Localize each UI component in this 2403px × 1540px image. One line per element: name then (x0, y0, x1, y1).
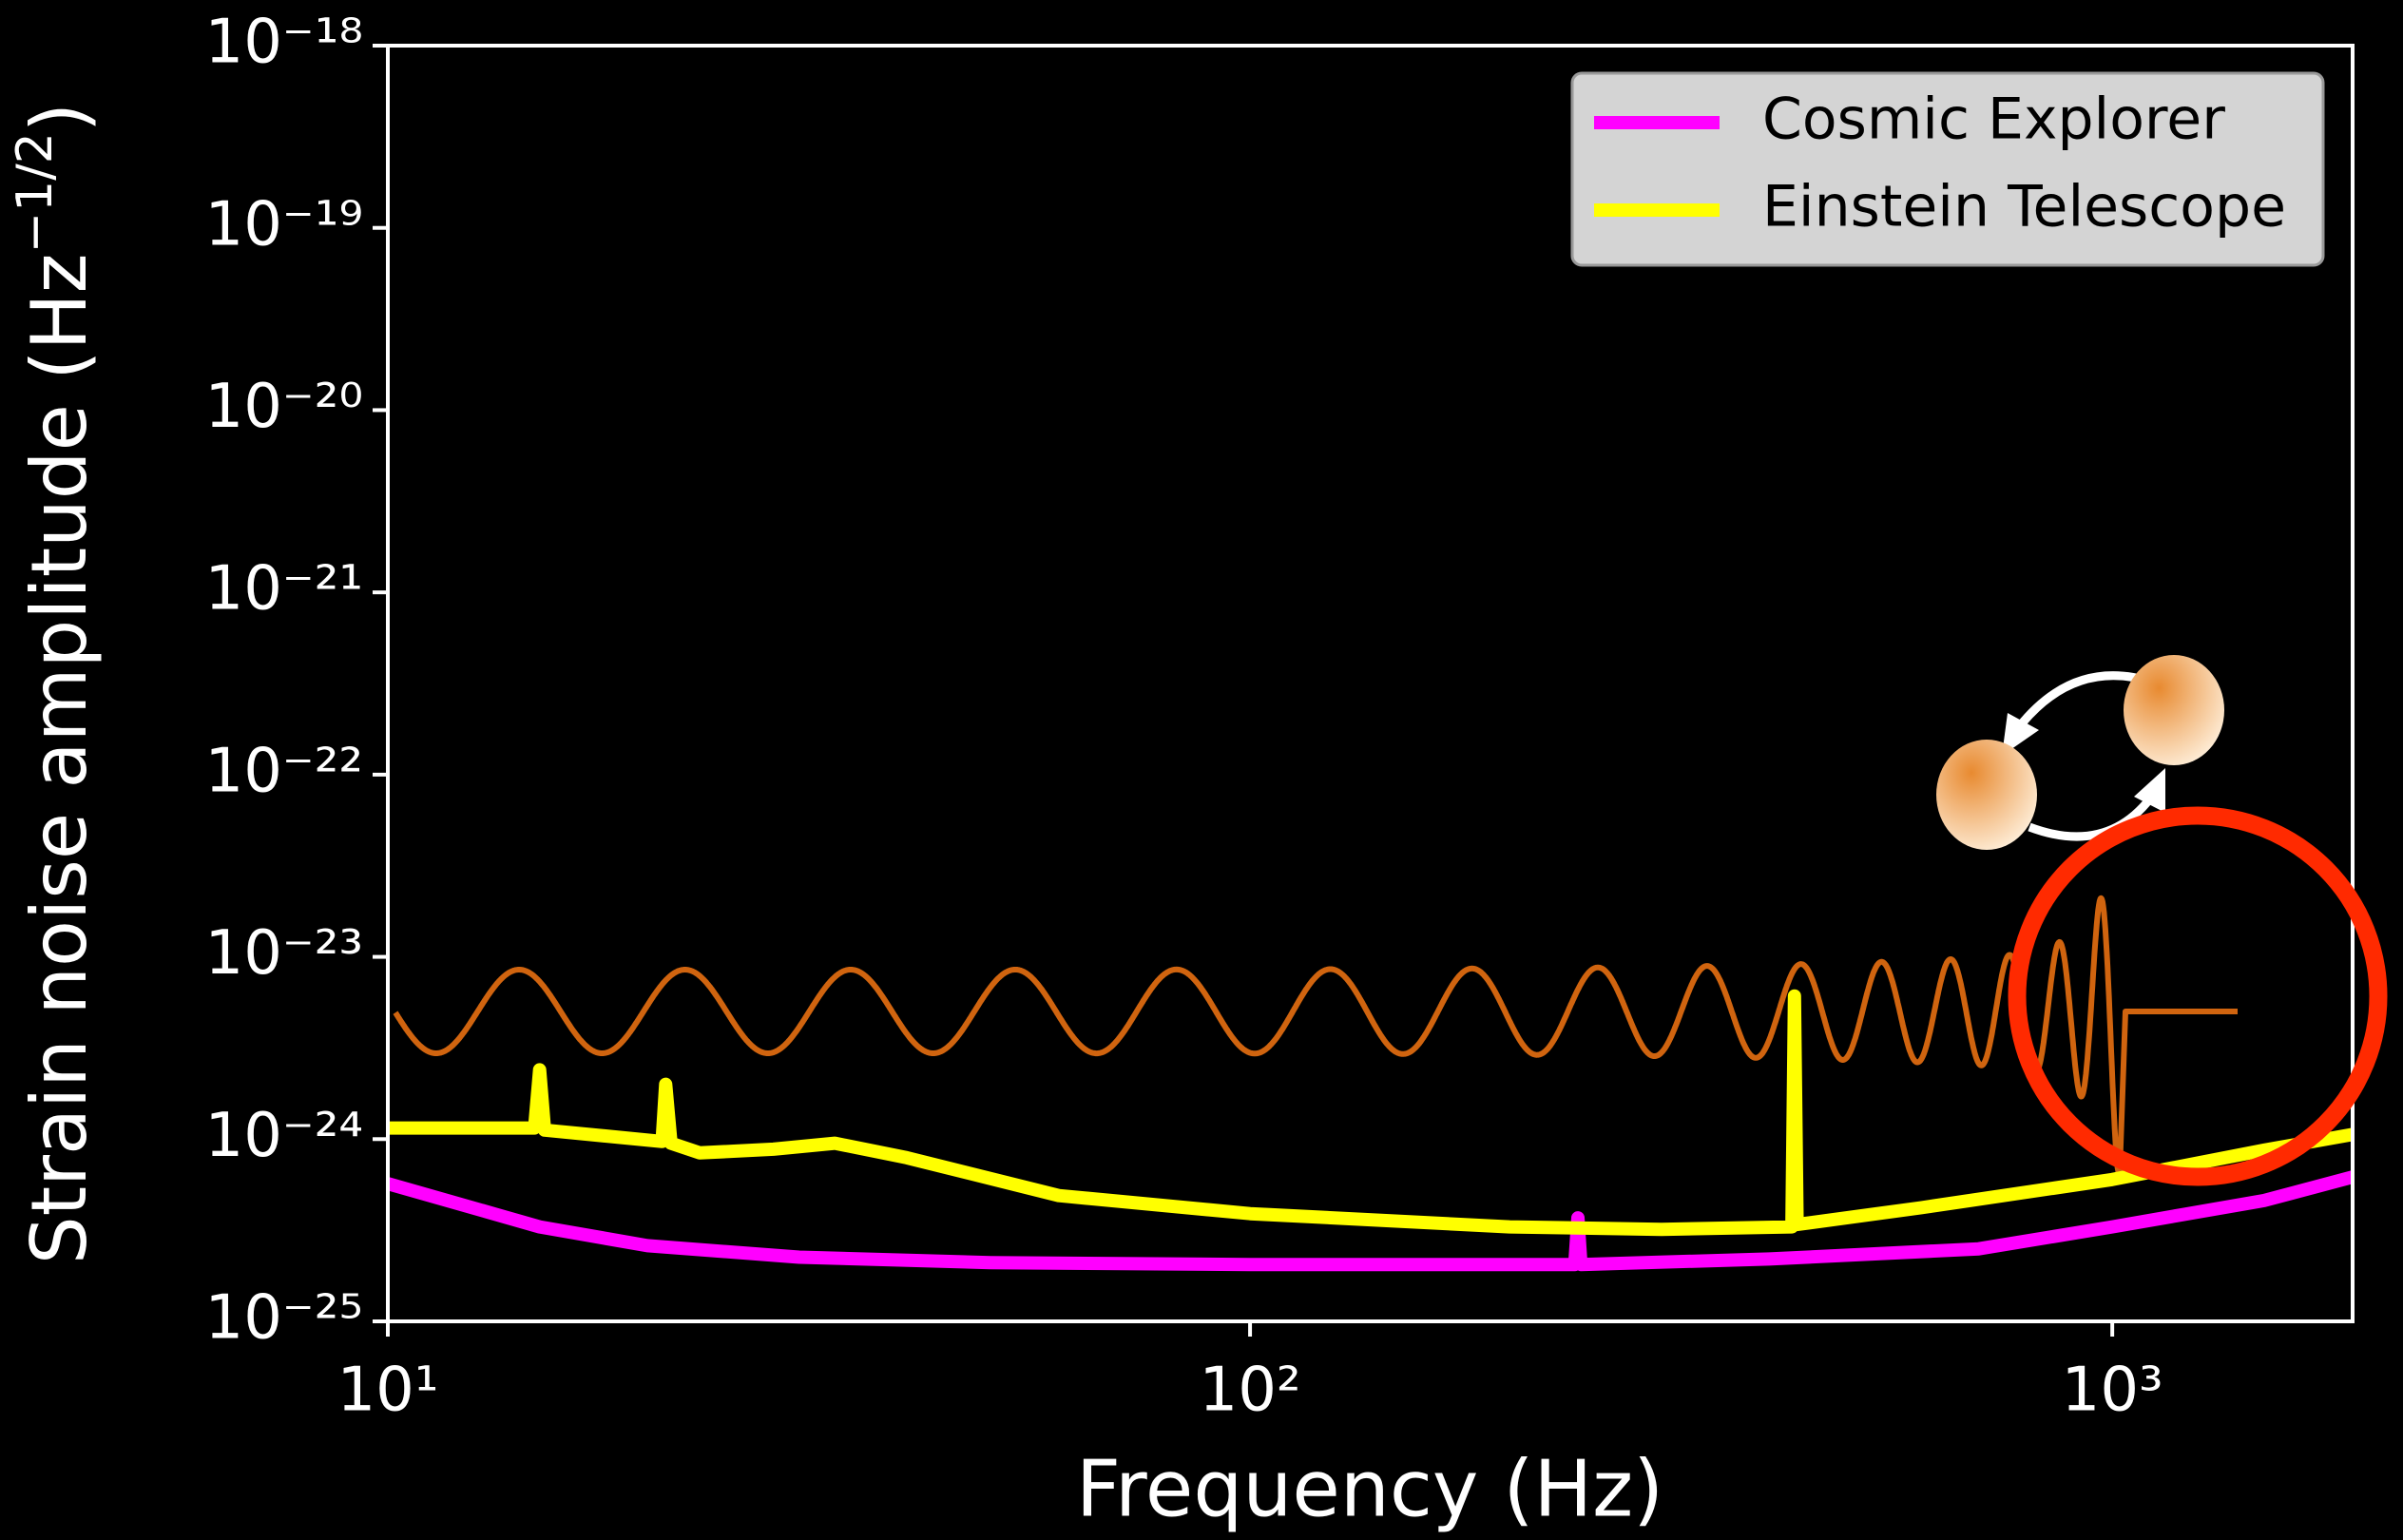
y-tick-label: 10⁻²⁰ (204, 372, 363, 442)
x-tick-label: 10¹ (336, 1356, 438, 1426)
y-tick-label: 10⁻²⁵ (204, 1283, 363, 1354)
series-line (388, 989, 2355, 1237)
mass (2124, 655, 2224, 765)
waveform (393, 895, 2238, 1176)
y-axis-label-closing: ) (15, 103, 104, 132)
y-tick-label: 10⁻¹⁹ (204, 189, 363, 260)
illustration (393, 895, 2238, 1176)
y-tick-label: 10⁻²³ (204, 918, 363, 989)
orbit-arrow-head (2002, 713, 2039, 756)
legend-label: Einstein Telescope (1762, 174, 2286, 241)
x-tick-label: 10³ (2062, 1356, 2163, 1426)
y-tick-label: 10⁻²¹ (204, 554, 363, 625)
y-tick-label: 10⁻²⁴ (204, 1101, 363, 1171)
x-tick-label: 10² (1200, 1356, 1301, 1426)
axes-frame (386, 44, 2355, 1323)
y-tick-label: 10⁻¹⁸ (204, 8, 363, 78)
legend-box (1570, 71, 2325, 267)
y-axis-label-text: Strain noise amplitude (Hz (15, 253, 104, 1264)
x-axis-label: Frequency (Hz) (1076, 1444, 1663, 1534)
mass (1936, 740, 2037, 850)
plot-area (386, 989, 2355, 1272)
y-axis-label: Strain noise amplitude (Hz−1/2) (7, 103, 104, 1264)
orbit-arrow-head (2134, 768, 2165, 813)
y-tick-label: 10⁻²² (204, 736, 363, 806)
legend: Cosmic Explorer Einstein Telescope (1570, 71, 2325, 267)
series-line (386, 1170, 2355, 1272)
legend-label: Cosmic Explorer (1762, 87, 2225, 153)
y-axis-label-superscript: −1/2 (7, 132, 64, 253)
orbit-arrow (2028, 796, 2154, 841)
highlight-circle (2008, 806, 2388, 1186)
